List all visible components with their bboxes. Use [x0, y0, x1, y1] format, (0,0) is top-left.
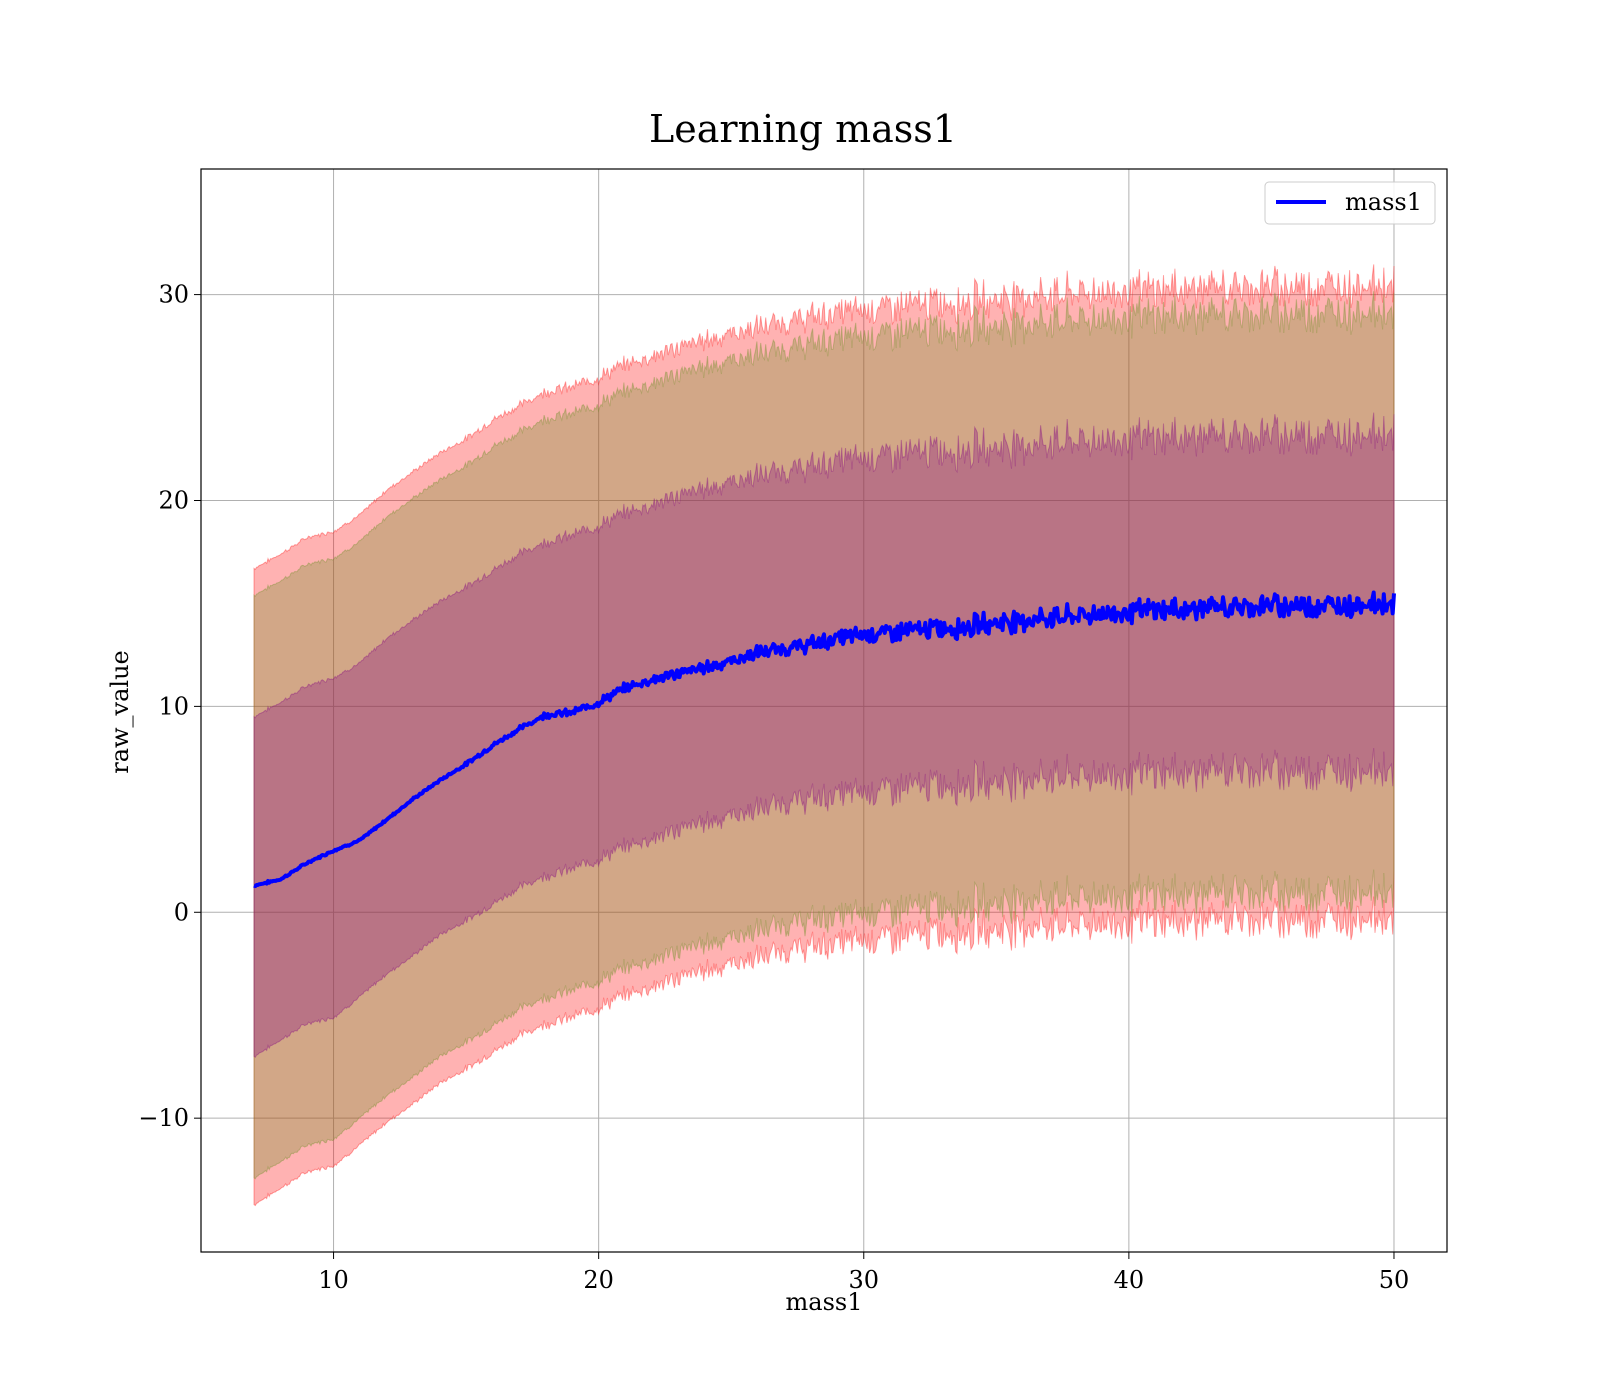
y-tick-label: 30 — [158, 281, 189, 309]
legend-entry-mass1: mass1 — [1345, 188, 1422, 216]
grid — [201, 169, 1447, 1252]
band-0 — [253, 264, 1395, 1207]
band-1 — [253, 291, 1395, 1180]
uncertainty-bands — [253, 264, 1395, 1207]
series-line-mass1 — [253, 590, 1396, 889]
x-tick-label: 40 — [1114, 1266, 1145, 1294]
y-tick-label: 20 — [158, 486, 189, 514]
x-tick-label: 20 — [583, 1266, 614, 1294]
plot-frame — [200, 168, 1448, 1253]
band-2 — [253, 412, 1395, 1059]
series-lines — [253, 590, 1396, 889]
x-tick-label: 50 — [1379, 1266, 1410, 1294]
y-tick-label: 10 — [158, 692, 189, 720]
x-tick-label: 10 — [318, 1266, 349, 1294]
y-tick-label: 0 — [174, 898, 189, 926]
legend: mass1 — [1264, 181, 1436, 225]
y-axis-label: raw_value — [106, 650, 134, 774]
y-tick-label: −10 — [138, 1104, 189, 1132]
x-axis-label: mass1 — [786, 1288, 863, 1316]
legend-box — [1264, 181, 1436, 225]
x-tick-label: 30 — [848, 1266, 879, 1294]
chart-title: Learning mass1 — [649, 107, 957, 151]
ticks: 10 20 30 40 50 −10 0 10 20 30 — [138, 281, 1409, 1294]
